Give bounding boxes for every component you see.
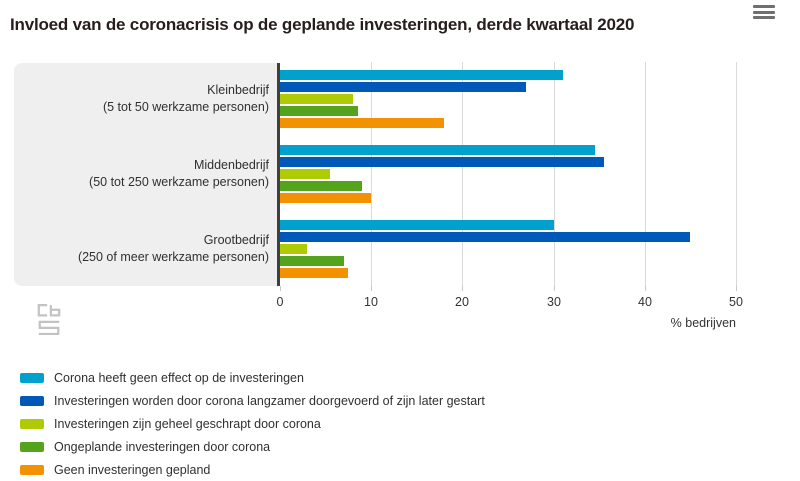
- plot-area: [280, 62, 740, 286]
- bar[interactable]: [280, 82, 526, 92]
- x-tick-label: 10: [364, 295, 378, 309]
- legend-swatch: [20, 441, 44, 452]
- bar[interactable]: [280, 181, 362, 191]
- legend-label: Ongeplande investeringen door corona: [54, 439, 271, 454]
- category-label: Kleinbedrijf: [207, 83, 269, 98]
- bar[interactable]: [280, 244, 307, 254]
- x-axis: 0 10 20 30 40 50: [276, 286, 743, 320]
- legend-swatch: [20, 372, 44, 383]
- x-gridline: [645, 62, 646, 286]
- x-axis-tick: [645, 286, 646, 291]
- legend-item[interactable]: Investeringen zijn geheel geschrapt door…: [20, 412, 485, 435]
- legend-label: Investeringen worden door corona langzam…: [54, 393, 485, 408]
- menu-bar: [753, 10, 775, 14]
- category-label-block: Kleinbedrijf (5 tot 50 werkzame personen): [14, 70, 269, 128]
- chart-title: Invloed van de coronacrisis op de geplan…: [10, 15, 635, 35]
- legend-label: Corona heeft geen effect op de investeri…: [54, 370, 304, 385]
- x-axis-tick: [554, 286, 555, 291]
- legend-label: Geen investeringen gepland: [54, 462, 211, 477]
- bar[interactable]: [280, 232, 690, 242]
- legend-label: Investeringen zijn geheel geschrapt door…: [54, 416, 321, 431]
- bar[interactable]: [280, 268, 348, 278]
- legend-swatch: [20, 395, 44, 406]
- legend-swatch: [20, 464, 44, 475]
- x-gridline: [462, 62, 463, 286]
- bar[interactable]: [280, 106, 358, 116]
- x-gridline: [554, 62, 555, 286]
- legend-item[interactable]: Corona heeft geen effect op de investeri…: [20, 366, 485, 389]
- menu-bar: [753, 5, 775, 8]
- legend-item[interactable]: Investeringen worden door corona langzam…: [20, 389, 485, 412]
- category-panel: Kleinbedrijf (5 tot 50 werkzame personen)…: [14, 63, 277, 336]
- cbs-logo: [37, 304, 61, 336]
- category-sublabel: (250 of meer werkzame personen): [77, 250, 269, 264]
- category-label-block: Grootbedrijf (250 of meer werkzame person…: [14, 220, 269, 278]
- bar[interactable]: [280, 70, 563, 80]
- category-sublabel: (50 tot 250 werkzame personen): [89, 175, 269, 189]
- x-axis-tick: [736, 286, 737, 291]
- bar[interactable]: [280, 193, 371, 203]
- x-tick-label: 40: [638, 295, 652, 309]
- menu-bar: [753, 16, 775, 19]
- bar[interactable]: [280, 220, 554, 230]
- legend-item[interactable]: Ongeplande investeringen door corona: [20, 435, 485, 458]
- legend: Corona heeft geen effect op de investeri…: [20, 366, 485, 481]
- x-axis-unit-label: % bedrijven: [670, 316, 736, 330]
- x-axis-tick: [280, 286, 281, 291]
- y-axis-line: [277, 63, 280, 286]
- bar[interactable]: [280, 118, 444, 128]
- legend-item[interactable]: Geen investeringen gepland: [20, 458, 485, 481]
- category-label-block: Middenbedrijf (50 tot 250 werkzame person…: [14, 145, 269, 203]
- category-sublabel: (5 tot 50 werkzame personen): [102, 100, 269, 114]
- x-gridline: [371, 62, 372, 286]
- x-axis-tick: [462, 286, 463, 291]
- bar[interactable]: [280, 169, 330, 179]
- bar[interactable]: [280, 157, 604, 167]
- x-gridline: [736, 62, 737, 286]
- category-label: Grootbedrijf: [203, 233, 269, 248]
- x-tick-label: 0: [276, 295, 284, 309]
- x-axis-tick: [371, 286, 372, 291]
- x-tick-label: 50: [729, 295, 743, 309]
- x-tick-label: 30: [547, 295, 561, 309]
- bar[interactable]: [280, 145, 595, 155]
- category-label: Middenbedrijf: [193, 158, 269, 173]
- bar[interactable]: [280, 256, 344, 266]
- menu-icon[interactable]: [753, 5, 776, 19]
- bar[interactable]: [280, 94, 353, 104]
- x-tick-label: 20: [455, 295, 469, 309]
- legend-swatch: [20, 418, 44, 429]
